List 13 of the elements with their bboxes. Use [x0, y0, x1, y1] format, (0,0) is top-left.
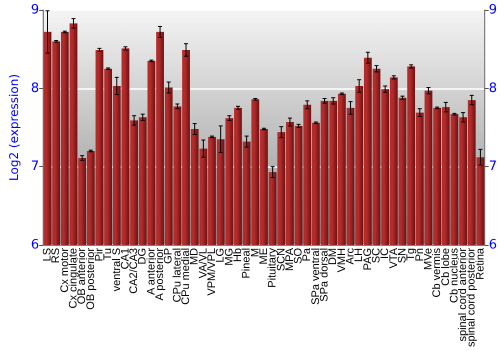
- y2-tick-label: 7: [488, 159, 498, 174]
- y2-tick-label: 9: [488, 2, 498, 18]
- x-tick-label: Tg: [405, 248, 418, 261]
- y2-tick-label: 6: [488, 237, 498, 252]
- y-tick-label: 7: [30, 159, 40, 174]
- y-tick-label: 8: [30, 80, 40, 96]
- y-tick-label: 6: [30, 237, 40, 252]
- x-tick-label: Retina: [474, 247, 486, 280]
- y-axis-title: Log2 (expression): [7, 74, 21, 181]
- x-tick-label: A posterior: [154, 248, 166, 301]
- x-tick-label: OB posterior: [84, 248, 97, 310]
- y-tick-label: 9: [30, 2, 40, 18]
- y2-tick-label: 8: [488, 80, 498, 96]
